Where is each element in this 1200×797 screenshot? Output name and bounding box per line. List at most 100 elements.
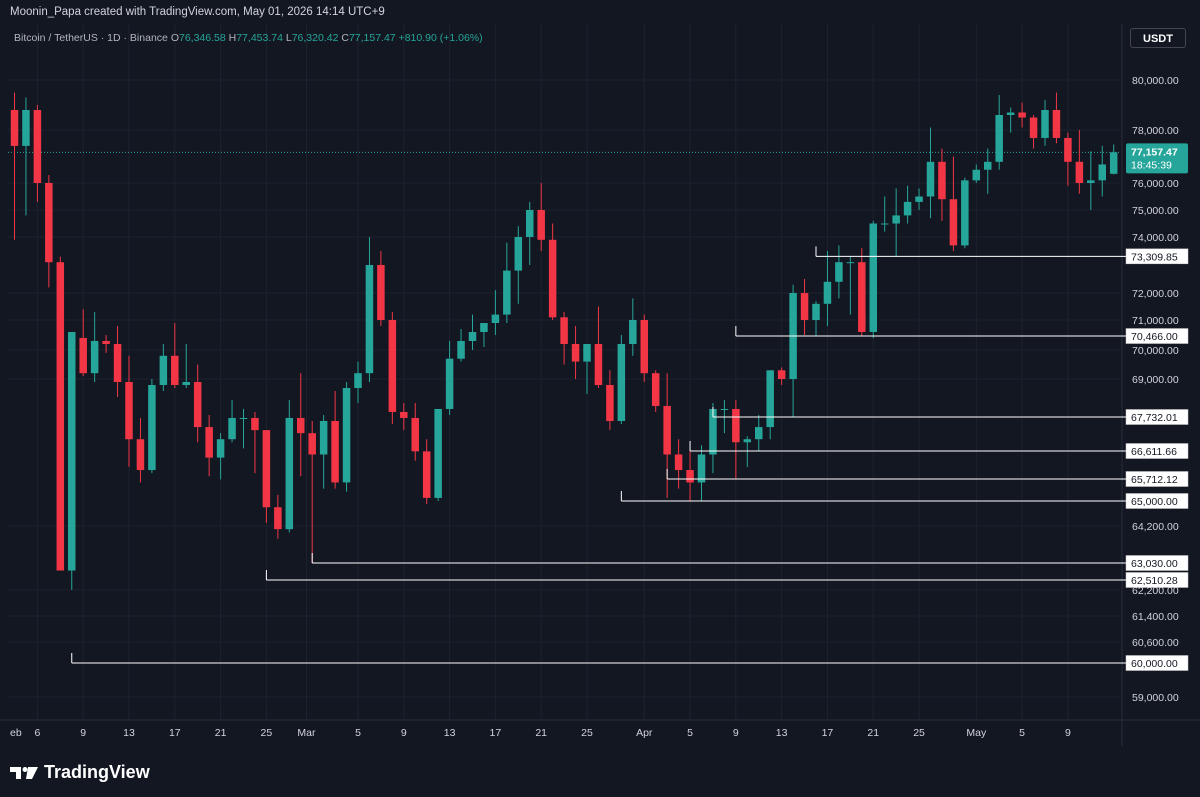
candle-body-up [629, 320, 637, 344]
candle-body-up [434, 408, 442, 498]
candle-body-down [377, 265, 385, 320]
candle-body-up [514, 237, 523, 271]
level-label: 67,732.01 [1131, 412, 1178, 424]
level-label: 63,030.00 [1131, 558, 1178, 570]
candle-body-up [835, 262, 843, 282]
tradingview-logo-icon [10, 766, 38, 779]
time-axis-label: 13 [123, 727, 135, 739]
candle-body-up [365, 265, 374, 374]
time-axis-label: 9 [401, 727, 407, 739]
close-value: 77,157.47 [348, 32, 396, 44]
candle-body-up [903, 201, 912, 216]
candle-body-up [709, 408, 717, 455]
candle-body-down [1029, 117, 1038, 138]
candle-body-down [297, 417, 305, 434]
candle-body-down [686, 470, 694, 483]
time-axis-label: 9 [80, 727, 86, 739]
candlestick-chart[interactable]: 80,000.00 78,000.00 76,000.00 75,000.00 74,0… [0, 24, 1200, 746]
publish-credit: Moonin_Papa created with TradingView.com… [10, 6, 385, 18]
price-axis-label: 72,000.00 [1132, 288, 1179, 300]
candle-body-down [400, 411, 408, 418]
high-label: H [228, 32, 237, 44]
price-axis-label: 62,200.00 [1132, 585, 1179, 597]
candle-body-up [823, 281, 832, 304]
level-label-box [1125, 248, 1189, 265]
candle-body-up [445, 358, 454, 409]
candle-body-down [560, 317, 568, 344]
candle-body-up [526, 210, 534, 237]
candle-body-down [422, 451, 431, 498]
candle-body-down [56, 262, 65, 571]
time-axis-label: 9 [733, 727, 739, 739]
level-label-box [1125, 555, 1189, 571]
level-label: 60,000.00 [1131, 658, 1178, 670]
candle-body-up [22, 110, 30, 146]
candle-body-down [102, 341, 110, 344]
candle-body-up [1109, 152, 1118, 174]
candle-body-down [262, 430, 271, 508]
candle-body-down [949, 199, 958, 246]
time-axis-label: 21 [867, 727, 879, 739]
currency-button[interactable]: USDT [1130, 28, 1186, 48]
level-label: 73,309.85 [1131, 251, 1178, 263]
symbol-legend: Bitcoin / TetherUS · 1D · Binance O76,34… [14, 32, 483, 44]
candle-body-down [1018, 112, 1026, 118]
low-value: 76,320.42 [291, 32, 339, 44]
candle-body-down [606, 384, 614, 422]
candle-body-down [1064, 137, 1072, 162]
candle-body-up [148, 384, 156, 471]
candle-body-up [926, 161, 935, 197]
time-axis-label: 25 [261, 727, 273, 739]
candle-body-down [640, 320, 648, 374]
candle-body-up [617, 344, 626, 422]
level-label-box [1125, 655, 1189, 671]
candle-body-up [1087, 180, 1095, 183]
candle-body-down [205, 427, 213, 458]
time-axis-label: 17 [169, 727, 181, 739]
price-axis-label: 80,000.00 [1132, 75, 1179, 87]
level-label-box [1125, 443, 1189, 459]
time-axis-label: 21 [535, 727, 547, 739]
candle-body-up [228, 417, 236, 440]
price-axis-label: 74,000.00 [1132, 232, 1179, 244]
candle-body-up [869, 223, 877, 332]
candle-body-down [274, 507, 282, 530]
price-axis-label: 59,000.00 [1132, 692, 1179, 704]
candle-body-up [961, 180, 969, 246]
time-axis-label: eb [10, 727, 22, 739]
symbol-name: Bitcoin / TetherUS · 1D · Binance [14, 32, 168, 44]
level-label-box [1125, 471, 1189, 487]
tradingview-logo[interactable]: TradingView [10, 762, 150, 783]
level-label: 65,712.12 [1131, 474, 1178, 486]
time-axis-label: 25 [581, 727, 593, 739]
time-axis-label: 25 [913, 727, 925, 739]
high-value: 77,453.74 [236, 32, 283, 44]
candle-body-up [491, 314, 500, 323]
candle-body-down [251, 417, 259, 431]
candle-body-up [995, 115, 1003, 162]
candle-body-up [812, 303, 820, 320]
candle-body-up [697, 454, 706, 483]
price-axis-label: 71,000.00 [1132, 315, 1179, 327]
time-axis-label: Mar [297, 727, 316, 739]
candle-body-up [319, 421, 328, 455]
candle-body-down [193, 381, 202, 428]
candle-body-up [720, 408, 729, 410]
current-price-box [1126, 143, 1188, 174]
open-label: O [170, 32, 179, 44]
level-label: 62,510.28 [1131, 575, 1178, 587]
level-label-box [1125, 493, 1189, 509]
price-axis-label: 60,600.00 [1132, 637, 1179, 649]
candle-body-up [880, 223, 889, 225]
candle-body-down [331, 421, 339, 483]
candle-body-up [743, 439, 752, 443]
candle-body-up [846, 262, 855, 264]
candle-body-up [342, 387, 351, 483]
chart-area[interactable]: 80,000.00 78,000.00 76,000.00 75,000.00 74,0… [0, 24, 1200, 746]
candle-body-up [1006, 112, 1015, 115]
candle-body-down [33, 110, 42, 183]
candle-body-down [136, 439, 145, 471]
level-label: 70,466.00 [1131, 331, 1178, 343]
price-axis-label: 61,400.00 [1132, 611, 1179, 623]
candle-body-down [858, 262, 866, 332]
